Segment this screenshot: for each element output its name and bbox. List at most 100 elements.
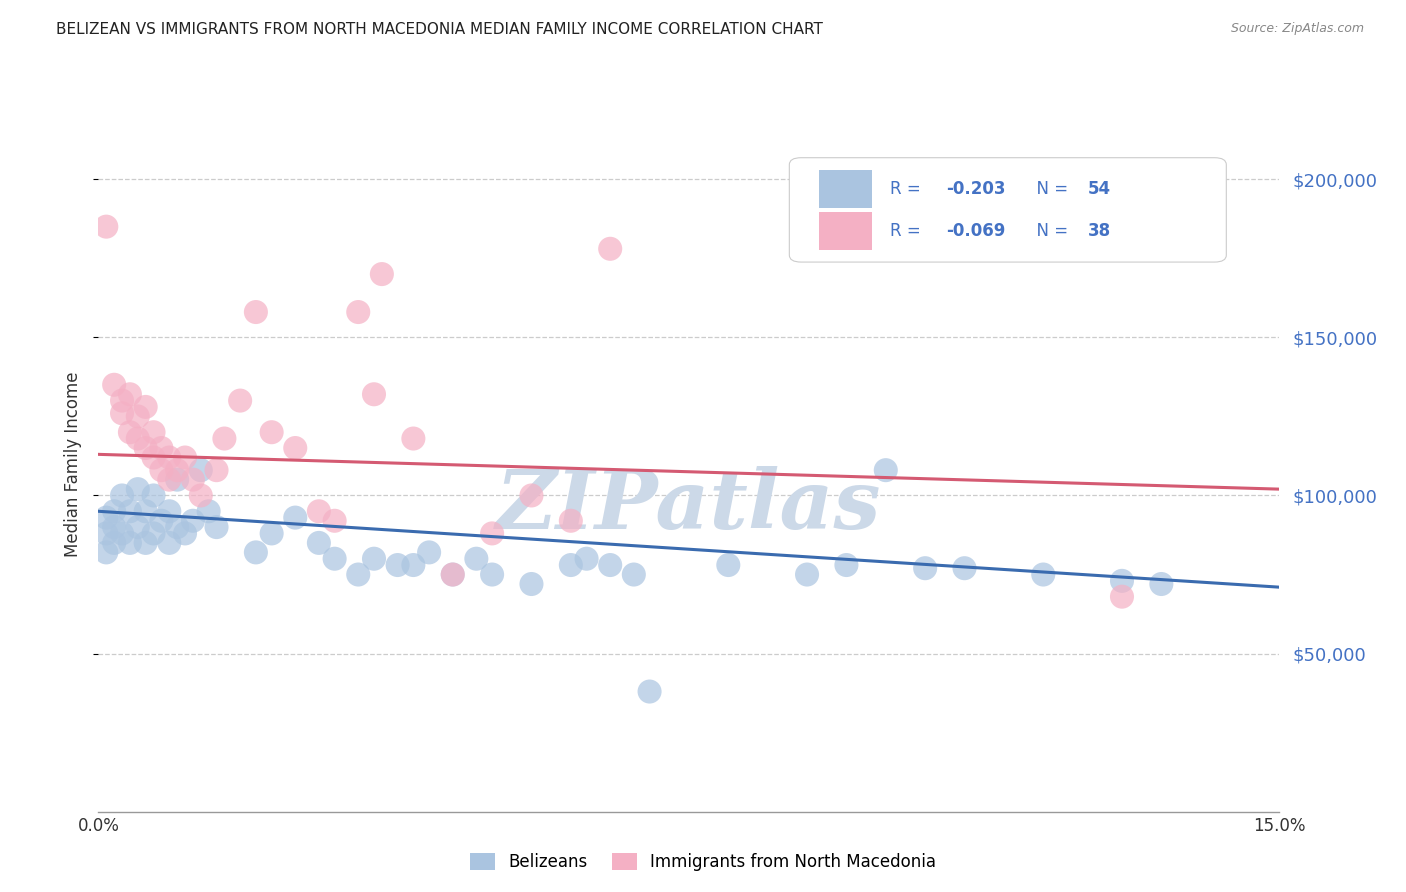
FancyBboxPatch shape (818, 211, 872, 250)
Point (347, 305, 370, 319)
FancyBboxPatch shape (818, 169, 872, 208)
Point (150, 514, 173, 528)
Point (575, 551, 598, 566)
Point (363, 551, 385, 566)
Point (560, 514, 582, 528)
Point (599, 242, 621, 256)
Point (111, 526, 134, 541)
Point (323, 551, 346, 566)
Point (150, 463, 173, 477)
Point (347, 567, 370, 582)
Point (181, 473, 204, 487)
Point (1032, 567, 1054, 582)
Text: BELIZEAN VS IMMIGRANTS FROM NORTH MACEDONIA MEDIAN FAMILY INCOME CORRELATION CHA: BELIZEAN VS IMMIGRANTS FROM NORTH MACEDO… (56, 22, 823, 37)
Point (142, 526, 165, 541)
Point (308, 504, 330, 518)
Point (118, 425, 141, 440)
Point (205, 520, 228, 534)
Point (481, 526, 503, 541)
Point (623, 567, 645, 582)
Point (103, 536, 125, 550)
Point (127, 482, 149, 496)
Legend: Belizeans, Immigrants from North Macedonia: Belizeans, Immigrants from North Macedon… (461, 845, 945, 880)
Point (150, 441, 173, 455)
Point (96, 545, 118, 559)
Point (174, 526, 197, 541)
Text: 54: 54 (1088, 180, 1111, 198)
Point (166, 520, 188, 534)
Point (181, 514, 204, 528)
FancyBboxPatch shape (789, 158, 1226, 262)
Point (481, 567, 503, 582)
Point (142, 425, 165, 440)
Point (363, 387, 385, 401)
Point (308, 536, 330, 550)
Point (166, 473, 188, 487)
Point (260, 526, 283, 541)
Point (127, 409, 149, 424)
Point (402, 558, 425, 572)
Point (157, 504, 180, 518)
Point (1111, 574, 1133, 588)
Point (418, 545, 440, 559)
Point (142, 450, 165, 465)
Point (638, 684, 661, 698)
Point (245, 305, 267, 319)
Point (371, 267, 394, 281)
Point (197, 504, 219, 518)
Point (465, 551, 488, 566)
Point (103, 504, 125, 518)
Point (190, 463, 212, 477)
Point (157, 450, 180, 465)
Text: -0.203: -0.203 (946, 180, 1005, 198)
Point (560, 558, 582, 572)
Point (135, 504, 157, 518)
Point (835, 558, 858, 572)
Point (796, 567, 818, 582)
Point (111, 406, 134, 420)
Point (103, 377, 125, 392)
Point (118, 536, 141, 550)
Text: ZIPatlas: ZIPatlas (496, 466, 882, 546)
Point (157, 536, 180, 550)
Point (1150, 577, 1173, 591)
Point (111, 393, 134, 408)
Point (142, 488, 165, 502)
Point (284, 510, 307, 524)
Point (166, 463, 188, 477)
Point (875, 463, 897, 477)
Point (599, 558, 621, 572)
Point (214, 432, 236, 446)
Point (118, 387, 141, 401)
Point (260, 425, 283, 440)
Point (174, 450, 197, 465)
Point (402, 432, 425, 446)
Point (441, 567, 464, 582)
Point (157, 473, 180, 487)
Point (111, 488, 134, 502)
Point (717, 558, 740, 572)
Text: R =: R = (890, 180, 925, 198)
Point (914, 561, 936, 575)
Point (205, 463, 228, 477)
Point (96, 510, 118, 524)
Text: Source: ZipAtlas.com: Source: ZipAtlas.com (1230, 22, 1364, 36)
Y-axis label: Median Family Income: Median Family Income (65, 371, 83, 557)
Point (441, 567, 464, 582)
Point (284, 441, 307, 455)
Point (118, 504, 141, 518)
Text: N =: N = (1025, 222, 1073, 240)
Point (1111, 590, 1133, 604)
Text: 38: 38 (1088, 222, 1111, 240)
Point (103, 520, 125, 534)
Point (127, 432, 149, 446)
Point (127, 520, 149, 534)
Point (245, 545, 267, 559)
Point (96, 219, 118, 234)
Point (190, 488, 212, 502)
Point (135, 400, 157, 414)
Text: -0.069: -0.069 (946, 222, 1005, 240)
Point (520, 488, 543, 502)
Point (229, 393, 252, 408)
Text: R =: R = (890, 222, 925, 240)
